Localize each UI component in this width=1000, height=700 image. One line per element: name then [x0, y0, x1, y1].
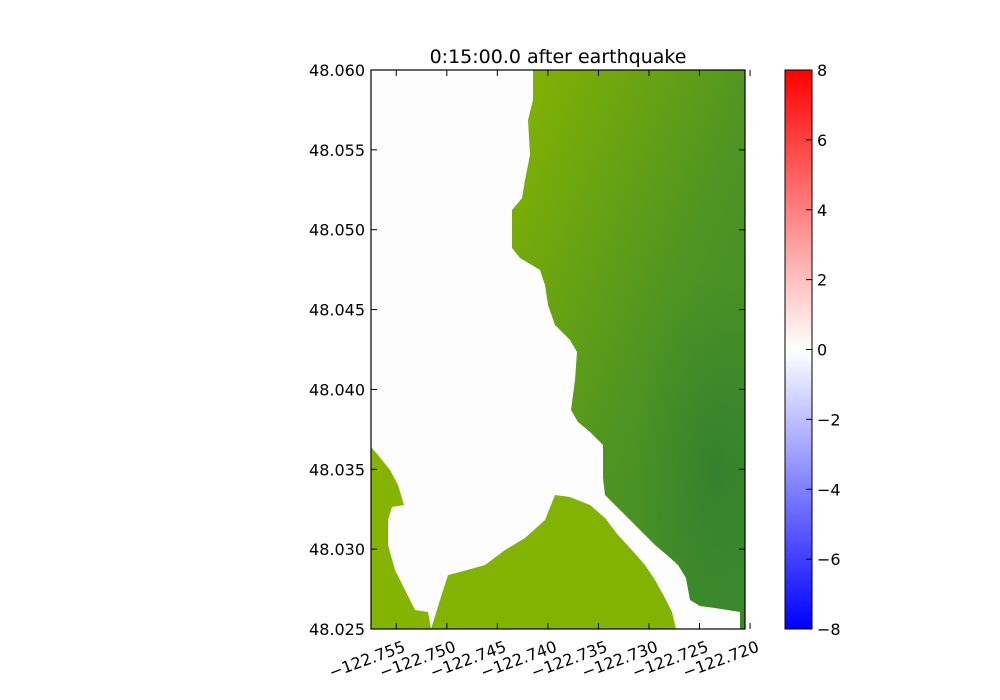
- colorbar-tick-label: 2: [817, 271, 827, 290]
- land-shading-east: [512, 70, 745, 629]
- colorbar-tick-label: −4: [817, 480, 841, 499]
- y-tick-label: 48.030: [309, 540, 365, 559]
- colorbar-tick-label: 4: [817, 201, 827, 220]
- colorbar-tick-label: −8: [817, 620, 841, 639]
- colorbar-tick-label: −6: [817, 550, 841, 569]
- y-tick-label: 48.025: [309, 620, 365, 639]
- y-tick-label: 48.045: [309, 301, 365, 320]
- colorbar-tick-label: 8: [817, 61, 827, 80]
- y-tick-label: 48.040: [309, 380, 365, 399]
- land-region-south: [431, 495, 676, 629]
- colorbar-tick-label: 0: [817, 341, 827, 360]
- land-region-west: [371, 447, 431, 629]
- y-tick-label: 48.060: [309, 61, 365, 80]
- colorbar-tick-label: 6: [817, 131, 827, 150]
- y-tick-label: 48.035: [309, 460, 365, 479]
- y-axis: 48.060 48.055 48.050 48.045 48.040 48.035 48.0…: [309, 61, 745, 639]
- colorbar-tick-label: −2: [817, 410, 841, 429]
- map-area: [371, 70, 745, 629]
- chart-title: 0:15:00.0 after earthquake: [430, 46, 687, 68]
- y-tick-label: 48.055: [309, 141, 365, 160]
- y-tick-label: 48.050: [309, 221, 365, 240]
- plot-frame: [370, 69, 746, 630]
- colorbar-axis: 8 6 4 2 0 −2 −4 −6 −8: [806, 61, 841, 639]
